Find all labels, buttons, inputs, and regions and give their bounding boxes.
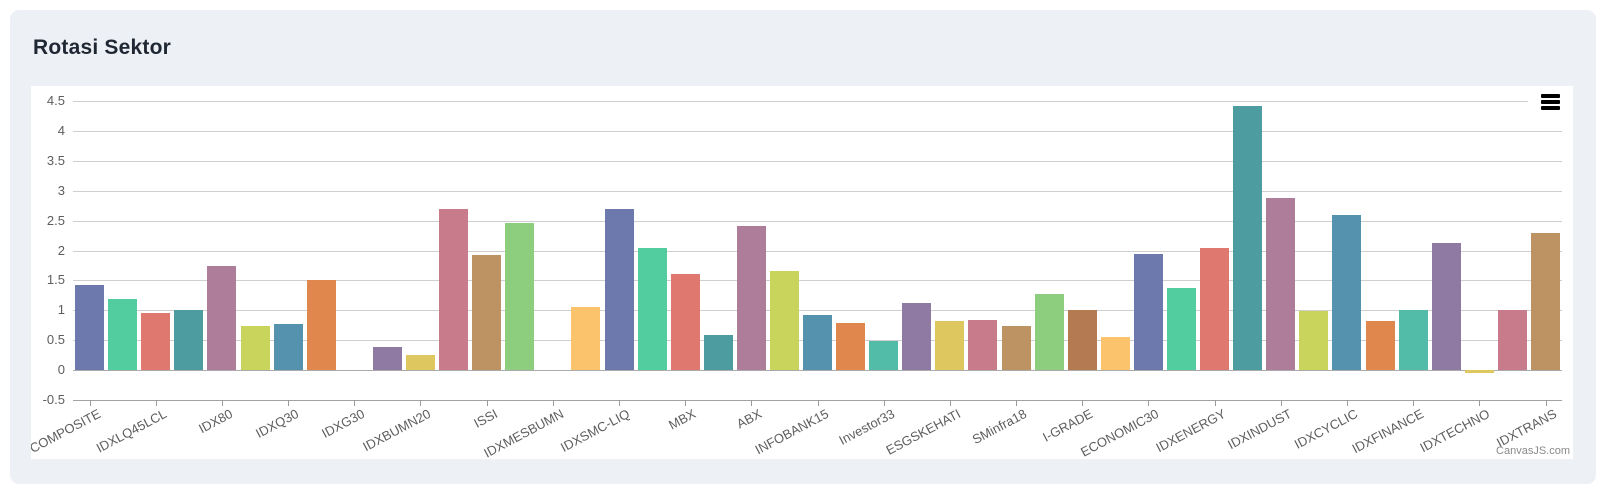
x-axis-tick (1280, 399, 1282, 406)
x-axis-tick (685, 399, 687, 406)
x-axis-tick (883, 399, 885, 406)
x-axis-tick (155, 399, 157, 406)
bar-SMinfra18[interactable] (1001, 325, 1031, 370)
bar-series-36[interactable] (1233, 106, 1263, 370)
y-axis-tick-label: 4 (57, 123, 65, 139)
bar-series-44[interactable] (1497, 310, 1527, 370)
y-axis-tick-label: 1 (57, 302, 65, 318)
chart-toolbar (1528, 88, 1573, 116)
y-axis-tick-label: -0.5 (42, 391, 65, 407)
bar-series-40[interactable] (1365, 321, 1395, 370)
canvasjs-attribution-link[interactable]: CanvasJS.com (1496, 445, 1570, 457)
x-axis-tick (949, 399, 951, 406)
y-axis-tick-label: 1.5 (46, 272, 65, 288)
y-gridline (73, 369, 1562, 371)
y-axis-tick-label: 4.5 (46, 93, 65, 109)
y-gridline (73, 310, 1562, 312)
bar-IDXENERGY[interactable] (1200, 248, 1230, 370)
bar-IDXBUMN20[interactable] (405, 355, 435, 370)
bar-series-24[interactable] (836, 322, 866, 370)
bar-Investor33[interactable] (869, 340, 899, 370)
rotasi-sektor-card: Rotasi Sektor 4.5 4 3.5 3 2.5 2 1.5 1 0.5 0 -0.5 CO… (10, 10, 1596, 484)
bar-I-GRADE[interactable] (1067, 309, 1097, 370)
x-axis-tick (288, 399, 290, 406)
bar-series-14[interactable] (505, 223, 535, 370)
bar-ECONOMIC30[interactable] (1133, 253, 1163, 370)
x-axis-tick (221, 399, 223, 406)
y-gridline (73, 101, 1562, 103)
x-axis-tick (1214, 399, 1216, 406)
bar-IDXSMC-LIQ[interactable] (604, 208, 634, 370)
x-axis-tick (552, 399, 554, 406)
bar-ISSI[interactable] (472, 254, 502, 370)
x-axis-tick (1148, 399, 1150, 406)
bar-IDXTECHNO[interactable] (1464, 369, 1494, 373)
bar-ESGSKEHATI[interactable] (935, 321, 965, 370)
bar-COMPOSITE[interactable] (75, 285, 104, 370)
x-axis-tick (1082, 399, 1084, 406)
bar-series-42[interactable] (1431, 242, 1461, 370)
bar-series-38[interactable] (1299, 310, 1329, 370)
bar-ABX[interactable] (736, 226, 766, 370)
bar-IDXTRANS[interactable] (1531, 232, 1560, 370)
bar-series-6[interactable] (240, 326, 270, 370)
x-axis-tick (1413, 399, 1415, 406)
bar-series-8[interactable] (306, 280, 336, 370)
bar-IDXCYCLIC[interactable] (1332, 215, 1362, 370)
bar-series-20[interactable] (703, 334, 733, 370)
page-title: Rotasi Sektor (33, 36, 171, 59)
bar-IDXFINANCE[interactable] (1398, 310, 1428, 370)
sector-rotation-chart: 4.5 4 3.5 3 2.5 2 1.5 1 0.5 0 -0.5 COMPOSITE IDXLQ45… (31, 86, 1573, 459)
bar-IDXLQ45LCL[interactable] (141, 313, 171, 370)
x-axis-tick (751, 399, 753, 406)
y-axis-tick-label: 3.5 (46, 153, 65, 168)
x-axis-tick (1545, 399, 1547, 406)
x-axis-tick (1346, 399, 1348, 406)
bar-series-30[interactable] (1034, 294, 1064, 370)
bar-series-18[interactable] (637, 247, 667, 370)
y-axis-tick-label: 0 (57, 361, 65, 377)
y-axis-tick-label: 0.5 (46, 332, 65, 348)
y-gridline (73, 250, 1562, 252)
bar-series-16[interactable] (571, 307, 601, 370)
bar-series-12[interactable] (439, 209, 468, 370)
bar-series-26[interactable] (902, 303, 932, 370)
bar-series-2[interactable] (108, 298, 138, 370)
x-axis-tick (486, 399, 488, 406)
bar-IDXINDUST[interactable] (1266, 198, 1296, 370)
y-gridline (73, 161, 1562, 162)
y-gridline (73, 131, 1562, 133)
bar-MBX[interactable] (670, 274, 700, 370)
y-gridline (73, 280, 1562, 282)
x-axis-tick (619, 399, 620, 406)
hamburger-menu-icon[interactable] (1541, 94, 1560, 110)
x-axis-tick (89, 399, 91, 406)
x-axis-tick (354, 399, 356, 406)
y-gridline (73, 190, 1562, 192)
y-axis-tick-label: 2 (57, 242, 65, 258)
y-gridline (73, 220, 1562, 222)
bar-series-28[interactable] (968, 320, 998, 370)
x-axis-tick (1479, 399, 1481, 406)
y-axis-tick-label: 2.5 (46, 212, 65, 228)
bar-series-32[interactable] (1100, 336, 1130, 370)
bar-INFOBANK15[interactable] (803, 315, 832, 370)
x-axis-tick (420, 399, 422, 406)
bar-IDX80[interactable] (207, 266, 237, 370)
bar-series-22[interactable] (769, 271, 799, 370)
bar-IDXQ30[interactable] (273, 324, 303, 370)
x-axis-tick (817, 399, 819, 406)
bar-series-34[interactable] (1167, 288, 1196, 370)
bar-series-10[interactable] (372, 346, 402, 370)
x-axis-tick (1016, 399, 1017, 406)
bar-series-4[interactable] (174, 310, 204, 370)
y-axis-tick-label: 3 (57, 182, 65, 198)
